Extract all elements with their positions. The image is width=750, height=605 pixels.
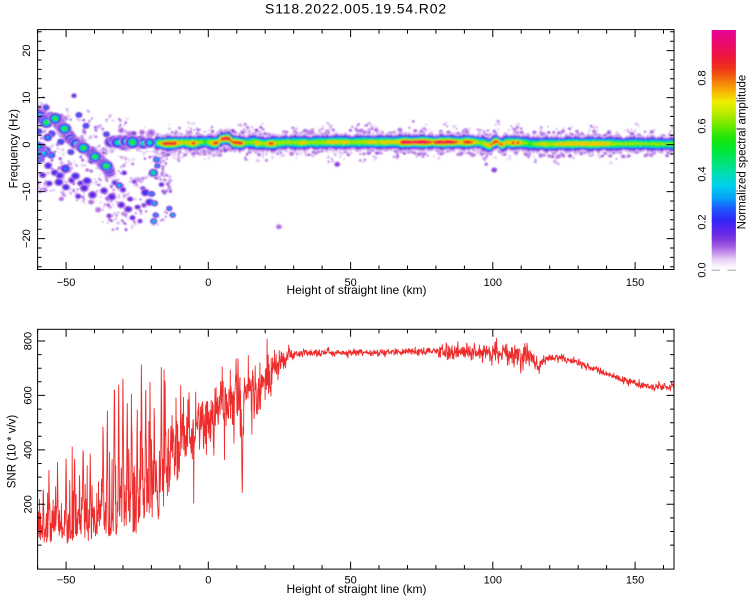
- svg-text:0: 0: [205, 277, 211, 289]
- svg-text:0.2: 0.2: [697, 214, 709, 229]
- svg-text:50: 50: [344, 575, 356, 587]
- svg-text:−20: −20: [21, 229, 33, 248]
- svg-text:SNR (10 * v/v): SNR (10 * v/v): [6, 415, 18, 489]
- svg-text:20: 20: [21, 44, 33, 56]
- svg-text:−50: −50: [57, 575, 76, 587]
- svg-text:Normalized spectral amplitude: Normalized spectral amplitude: [737, 75, 749, 230]
- svg-text:200: 200: [23, 495, 35, 513]
- svg-text:150: 150: [626, 575, 644, 587]
- svg-text:100: 100: [484, 575, 502, 587]
- svg-text:800: 800: [23, 332, 35, 350]
- svg-text:100: 100: [484, 277, 502, 289]
- svg-text:Height of straight line (km): Height of straight line (km): [286, 283, 426, 297]
- svg-text:600: 600: [23, 386, 35, 404]
- svg-text:10: 10: [21, 91, 33, 103]
- svg-text:−50: −50: [57, 277, 76, 289]
- svg-text:0.0: 0.0: [697, 262, 709, 277]
- svg-text:S118.2022.005.19.54.R02: S118.2022.005.19.54.R02: [265, 1, 447, 17]
- svg-text:Height of straight line (km): Height of straight line (km): [286, 582, 426, 596]
- svg-text:150: 150: [626, 277, 644, 289]
- svg-text:Frequency (Hz): Frequency (Hz): [8, 109, 20, 188]
- svg-text:0: 0: [205, 575, 211, 587]
- svg-text:0.8: 0.8: [697, 70, 709, 85]
- svg-text:0.6: 0.6: [697, 118, 709, 133]
- svg-text:0.4: 0.4: [697, 166, 709, 181]
- svg-text:−10: −10: [21, 182, 33, 201]
- svg-text:400: 400: [23, 441, 35, 459]
- svg-text:50: 50: [344, 277, 356, 289]
- svg-text:0: 0: [21, 142, 33, 148]
